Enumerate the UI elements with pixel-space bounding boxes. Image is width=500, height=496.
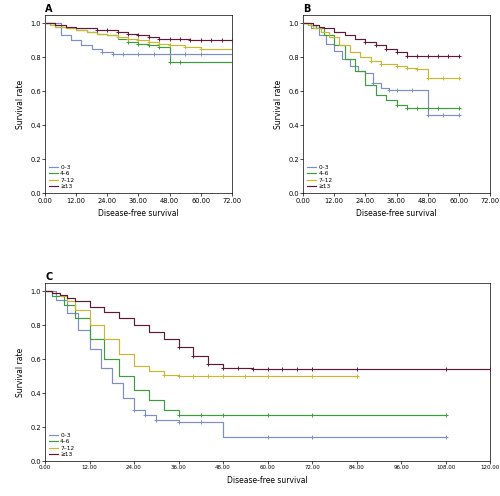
Y-axis label: Survival rate: Survival rate <box>16 79 24 129</box>
Legend: 0–3, 4–6, 7–12, ≥13: 0–3, 4–6, 7–12, ≥13 <box>48 164 76 190</box>
Legend: 0–3, 4–6, 7–12, ≥13: 0–3, 4–6, 7–12, ≥13 <box>48 432 76 458</box>
Text: A: A <box>45 4 52 14</box>
Legend: 0–3, 4–6, 7–12, ≥13: 0–3, 4–6, 7–12, ≥13 <box>306 164 334 190</box>
X-axis label: Disease-free survival: Disease-free survival <box>227 476 308 485</box>
X-axis label: Disease-free survival: Disease-free survival <box>356 209 437 218</box>
X-axis label: Disease-free survival: Disease-free survival <box>98 209 179 218</box>
Y-axis label: Survival rate: Survival rate <box>274 79 282 129</box>
Text: B: B <box>303 4 310 14</box>
Y-axis label: Survival rate: Survival rate <box>16 347 24 397</box>
Text: C: C <box>45 272 52 282</box>
